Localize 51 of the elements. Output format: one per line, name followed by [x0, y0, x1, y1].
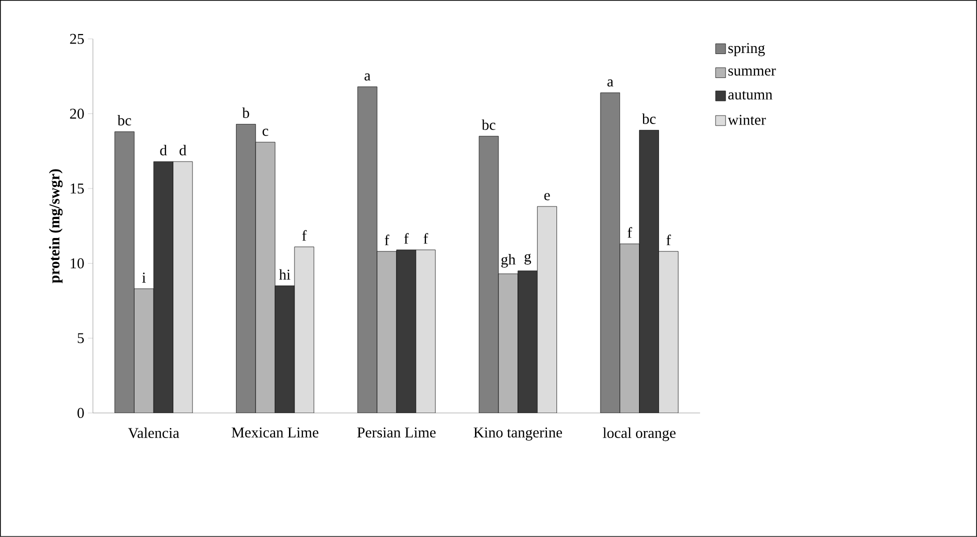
data-label: e [544, 193, 550, 200]
x-tick-label: Mexican Lime [232, 428, 318, 438]
y-tick-label: 15 [70, 184, 84, 194]
data-label: d [160, 144, 167, 156]
y-tick-label: 25 [70, 34, 84, 44]
data-label: gh [501, 254, 516, 268]
bar [498, 274, 518, 414]
data-label: b [242, 108, 250, 118]
data-label: f [628, 227, 632, 238]
bar [620, 244, 640, 414]
data-label: f [404, 233, 409, 244]
data-label: bc [117, 115, 132, 126]
bar [396, 250, 416, 414]
x-tick-label: Valencia [128, 428, 180, 438]
data-label: bc [482, 119, 496, 130]
data-label: g [524, 254, 532, 265]
y-tick-label: 10 [70, 258, 84, 268]
y-tick-label: 5 [78, 333, 84, 344]
bar [639, 130, 659, 414]
data-label: a [364, 73, 370, 81]
bar [537, 206, 557, 414]
data-label: hi [279, 269, 290, 280]
legend-label: spring [728, 43, 765, 56]
bar [376, 251, 397, 414]
data-label: a [607, 79, 614, 87]
data-label: f [384, 234, 390, 246]
legend-label: autumn [728, 91, 772, 100]
data-label: c [262, 128, 268, 136]
bar [658, 251, 678, 414]
x-tick-label: Kino tangerine [474, 428, 562, 441]
x-tick-label: Persian Lime [357, 428, 436, 438]
bar [255, 142, 276, 414]
data-label: f [302, 230, 307, 241]
bar [416, 250, 436, 414]
legend-label: summer [728, 68, 776, 76]
data-label: i [142, 272, 146, 283]
bar [294, 246, 314, 414]
bar [172, 161, 193, 414]
bar [518, 270, 538, 414]
bar [153, 161, 174, 414]
x-tick-label: local orange [602, 428, 676, 442]
legend-label: winter [728, 114, 766, 125]
bar [134, 288, 154, 414]
y-tick-label: 20 [70, 108, 84, 119]
y-axis-title: protein (mg/swgr) [48, 169, 63, 284]
data-label: bc [642, 114, 656, 124]
data-label: f [666, 234, 671, 246]
data-label: d [180, 144, 186, 156]
y-tick-label: 0 [78, 408, 84, 418]
data-label: f [424, 233, 428, 244]
bar [274, 286, 295, 414]
